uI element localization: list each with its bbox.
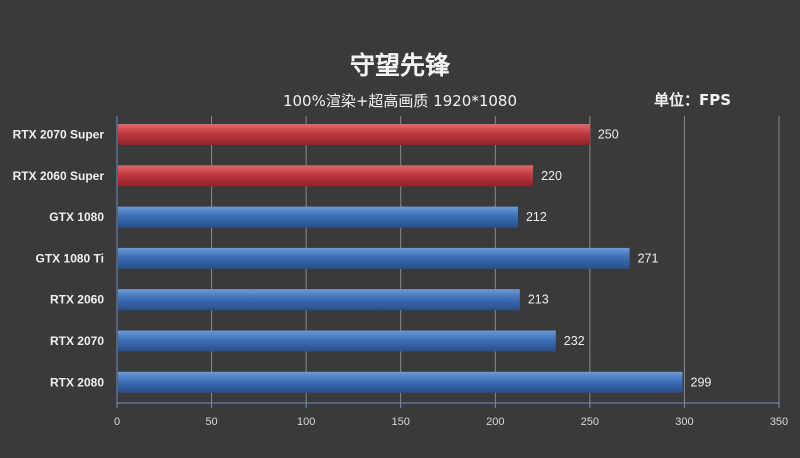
x-tick-label: 350 bbox=[770, 416, 788, 428]
category-label: RTX 2070 Super bbox=[13, 128, 105, 142]
category-label: GTX 1080 bbox=[49, 210, 104, 224]
x-tick-label: 150 bbox=[392, 416, 410, 428]
value-label: 213 bbox=[528, 293, 549, 307]
category-label: RTX 2070 bbox=[50, 334, 104, 348]
x-axis bbox=[116, 116, 780, 408]
labels: 0 50 100 150 200 250 300 350 RTX 2070 Super 250 RT… bbox=[13, 128, 789, 429]
bar bbox=[118, 289, 520, 311]
value-label: 220 bbox=[541, 169, 562, 183]
value-label: 212 bbox=[526, 210, 547, 224]
x-tick-label: 100 bbox=[297, 416, 315, 428]
category-label: RTX 2060 bbox=[50, 293, 104, 307]
value-label: 299 bbox=[691, 375, 712, 389]
bars bbox=[118, 124, 683, 393]
x-tick-label: 0 bbox=[114, 416, 120, 428]
bar bbox=[118, 165, 534, 187]
bar bbox=[118, 330, 556, 352]
category-label: RTX 2060 Super bbox=[13, 169, 105, 183]
value-label: 250 bbox=[598, 128, 619, 142]
bar bbox=[118, 206, 518, 228]
unit-label: 单位：FPS bbox=[654, 91, 732, 109]
category-label: RTX 2080 bbox=[50, 375, 104, 389]
x-tick-label: 200 bbox=[486, 416, 504, 428]
chart-title: 守望先锋 bbox=[349, 51, 450, 80]
x-tick-label: 300 bbox=[675, 416, 693, 428]
x-tick-label: 250 bbox=[581, 416, 599, 428]
value-label: 232 bbox=[564, 334, 585, 348]
category-label: GTX 1080 Ti bbox=[36, 251, 104, 265]
bar bbox=[118, 247, 630, 269]
value-label: 271 bbox=[638, 251, 659, 265]
chart-subtitle: 100%渲染+超高画质 1920*1080 bbox=[282, 92, 518, 110]
bar bbox=[118, 371, 683, 393]
bar bbox=[118, 124, 590, 145]
x-tick-label: 50 bbox=[205, 416, 217, 428]
